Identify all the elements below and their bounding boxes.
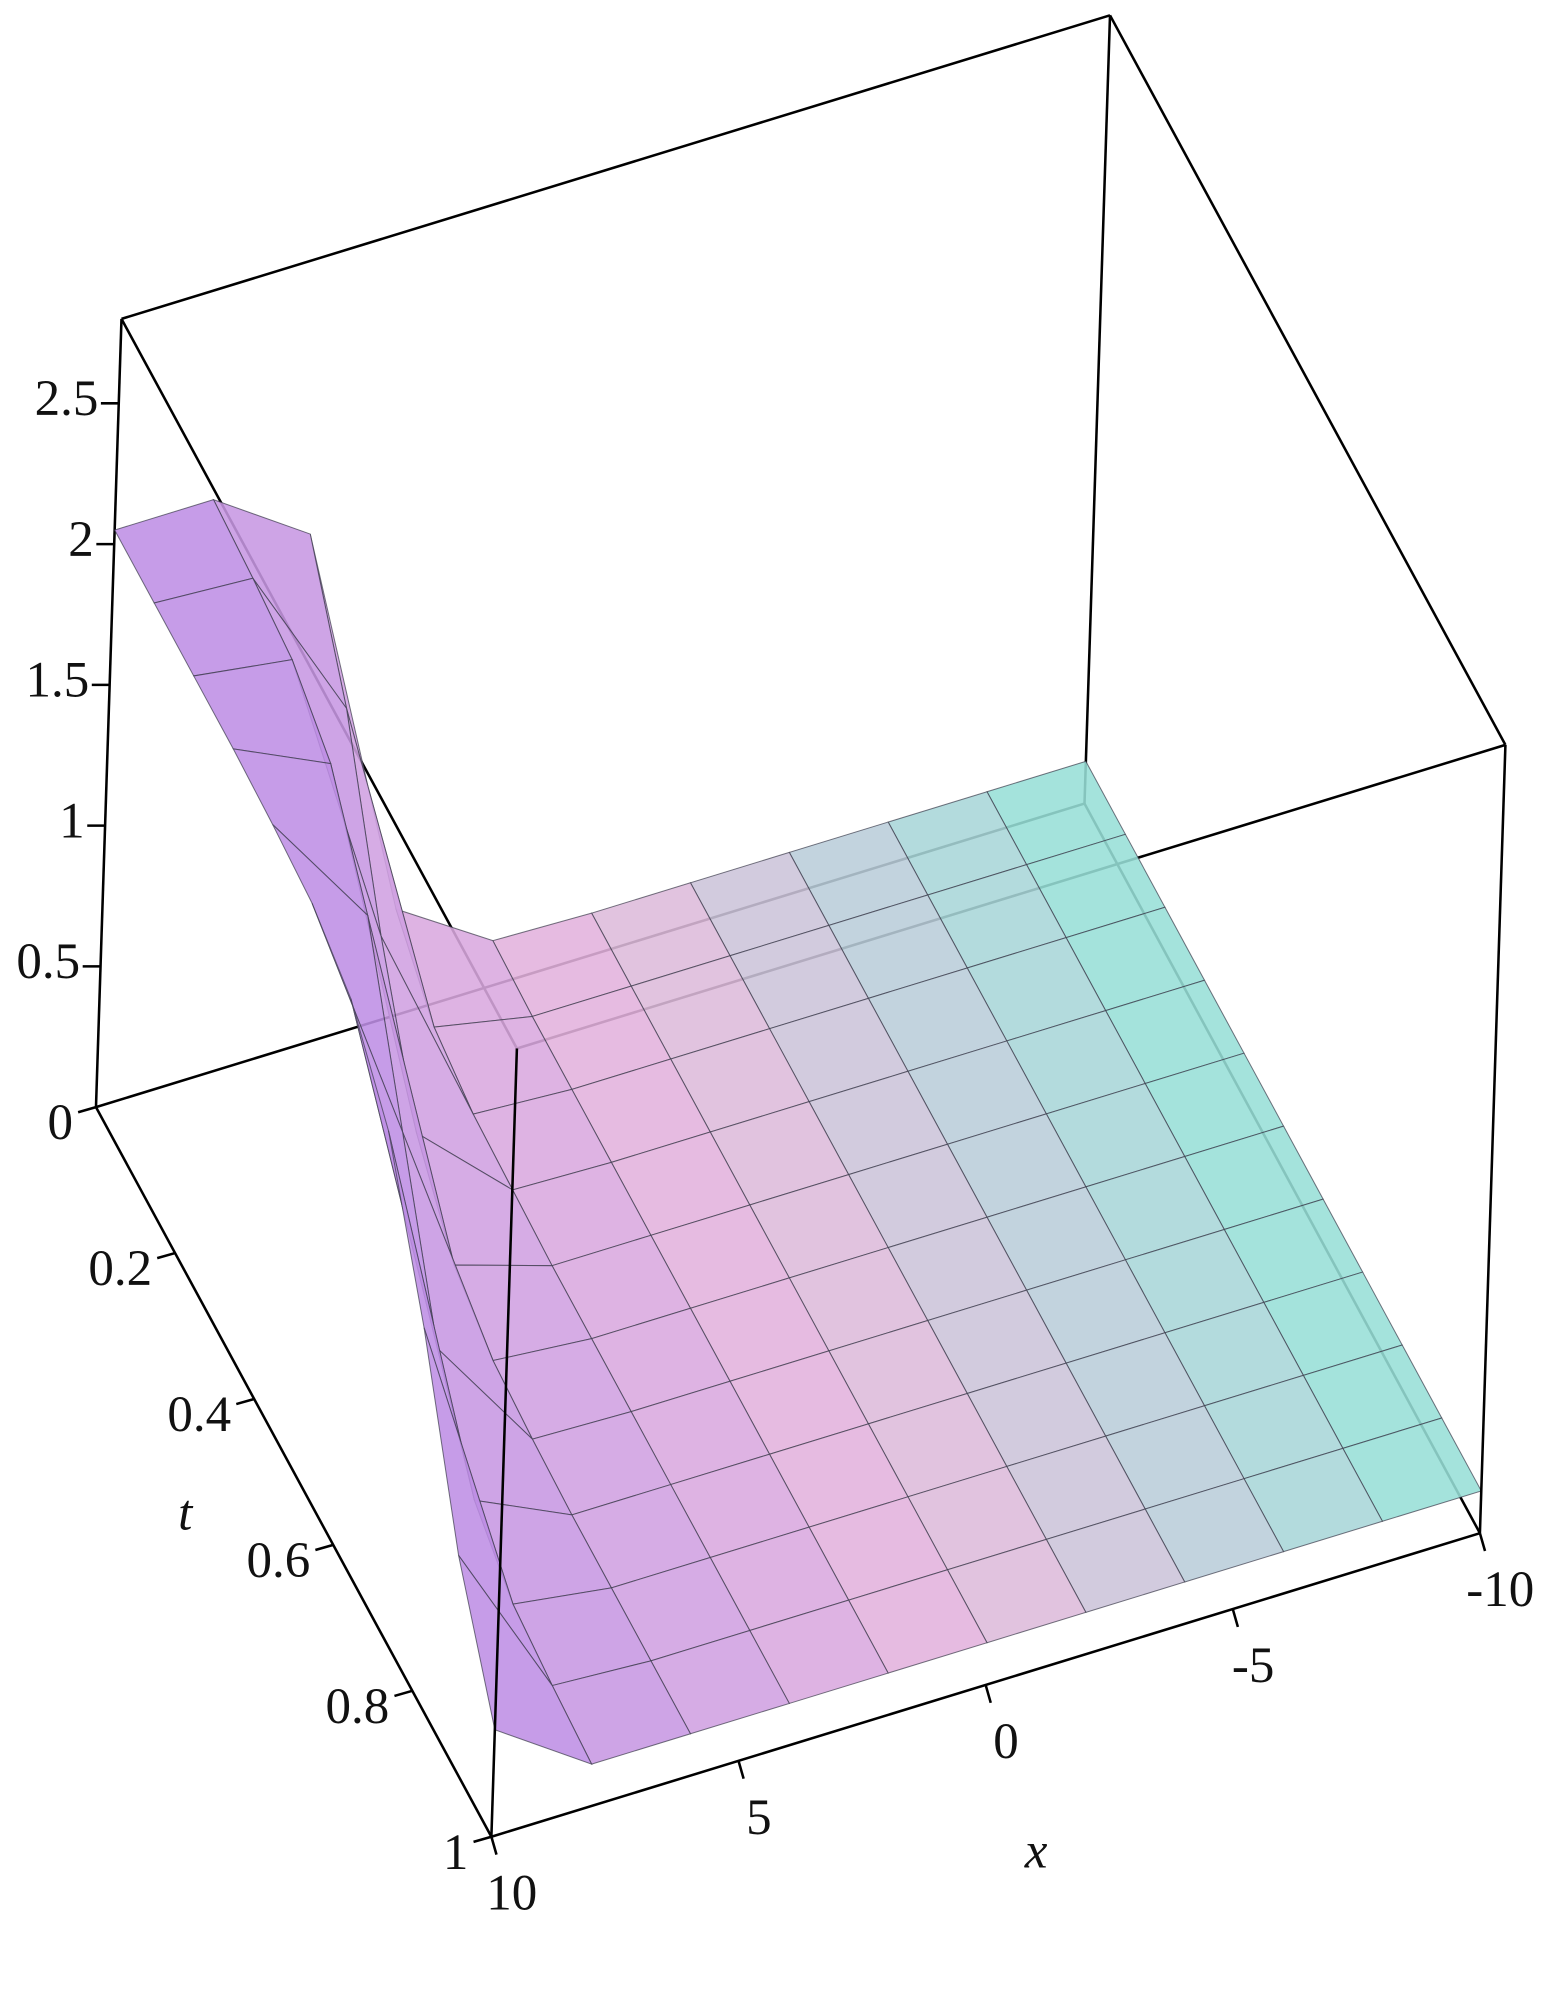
t-tick bbox=[315, 1543, 334, 1552]
x-tick-label: 0 bbox=[993, 1714, 1019, 1770]
t-tick bbox=[473, 1835, 492, 1844]
z-tick-label: 1 bbox=[59, 793, 85, 849]
box-edge bbox=[1083, 15, 1112, 804]
t-tick bbox=[394, 1689, 413, 1698]
t-tick-label: 0.2 bbox=[88, 1241, 152, 1297]
surface bbox=[113, 498, 1483, 1766]
box-edge bbox=[1478, 744, 1507, 1534]
x-tick bbox=[984, 1684, 992, 1704]
box-edge bbox=[121, 14, 1111, 321]
t-axis-label: t bbox=[178, 1486, 194, 1542]
t-tick bbox=[156, 1251, 176, 1260]
x-tick bbox=[737, 1760, 745, 1780]
front-edges: -10 -5 0 5 10 0 0.2 0.4 0.6 0.8 1 0.5 1 1.5 2 2.5 bbox=[16, 371, 1534, 1922]
t-tick bbox=[235, 1397, 255, 1406]
t-tick-label: 0.8 bbox=[326, 1679, 390, 1735]
x-tick bbox=[490, 1836, 498, 1855]
box-edge bbox=[490, 1048, 519, 1837]
x-tick bbox=[1478, 1532, 1487, 1552]
z-tick-label: 0.5 bbox=[16, 934, 80, 990]
x-tick bbox=[1231, 1608, 1240, 1628]
x-tick-label: 10 bbox=[486, 1866, 537, 1922]
z-tick-label: 1.5 bbox=[25, 653, 89, 709]
box-edge bbox=[94, 318, 123, 1108]
box-edge bbox=[1108, 14, 1507, 746]
x-tick-label: -5 bbox=[1232, 1638, 1275, 1694]
x-axis-label: x bbox=[1024, 1824, 1048, 1880]
z-tick-label: 2.5 bbox=[35, 371, 99, 427]
t-tick-label: 0.6 bbox=[246, 1533, 310, 1589]
t-tick-label: 1 bbox=[443, 1825, 469, 1881]
x-tick-label: 5 bbox=[746, 1790, 772, 1846]
box-edge bbox=[94, 1106, 493, 1838]
t-tick-label: 0 bbox=[48, 1095, 74, 1151]
t-tick-label: 0.4 bbox=[167, 1387, 231, 1443]
z-tick-label: 2 bbox=[68, 512, 94, 568]
x-tick-label: -10 bbox=[1466, 1562, 1534, 1618]
t-tick bbox=[77, 1105, 97, 1114]
